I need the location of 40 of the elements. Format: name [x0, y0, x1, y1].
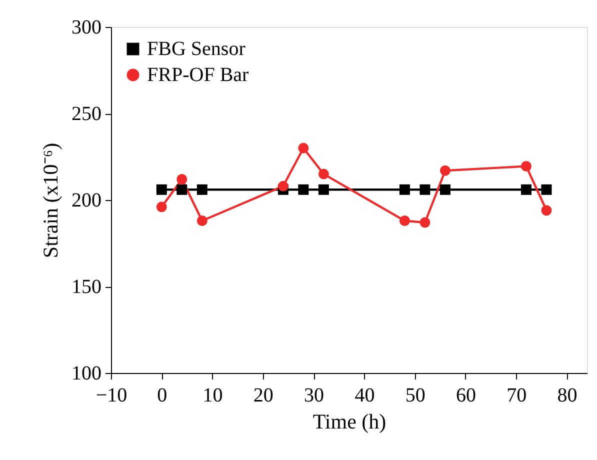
point: [176, 184, 188, 195]
y-axis-title: Strain (x10⁻⁶): [38, 142, 62, 258]
point: [156, 184, 167, 195]
x-tick-label: 20: [253, 384, 274, 406]
x-tick-label: −10: [96, 384, 128, 406]
point: [278, 180, 288, 192]
y-tick-label: 150: [72, 276, 102, 298]
point: [420, 184, 430, 195]
x-axis-title: Time (h): [312, 410, 386, 434]
x-tick-label: 30: [304, 384, 324, 406]
point: [520, 161, 532, 172]
point: [399, 216, 410, 226]
point: [541, 184, 552, 195]
point: [399, 184, 410, 195]
y-tick-label: 250: [72, 103, 102, 125]
point: [196, 184, 208, 195]
legend-label: FRP-OF Bar: [147, 64, 250, 86]
point: [156, 202, 167, 212]
point: [541, 205, 552, 216]
point: [176, 174, 188, 184]
x-tick-label: 70: [506, 384, 527, 406]
point: [196, 216, 208, 226]
point: [298, 142, 309, 154]
x-tick-label: 0: [157, 384, 168, 406]
point: [318, 184, 329, 195]
x-tick-label: 40: [354, 384, 375, 406]
point: [520, 184, 532, 195]
point: [318, 168, 329, 180]
x-tick-label: 50: [405, 384, 426, 406]
x-tick-label: 80: [557, 384, 578, 406]
y-tick-label: 100: [72, 362, 102, 384]
x-tick-label: 60: [456, 384, 476, 406]
y-tick-label: 200: [72, 190, 102, 212]
point: [440, 184, 450, 195]
point: [420, 217, 430, 228]
point: [440, 165, 450, 176]
legend-label: FBG Sensor: [147, 38, 246, 60]
x-tick-label: 10: [202, 384, 223, 406]
y-tick-label: 300: [72, 16, 102, 38]
point: [298, 184, 309, 195]
